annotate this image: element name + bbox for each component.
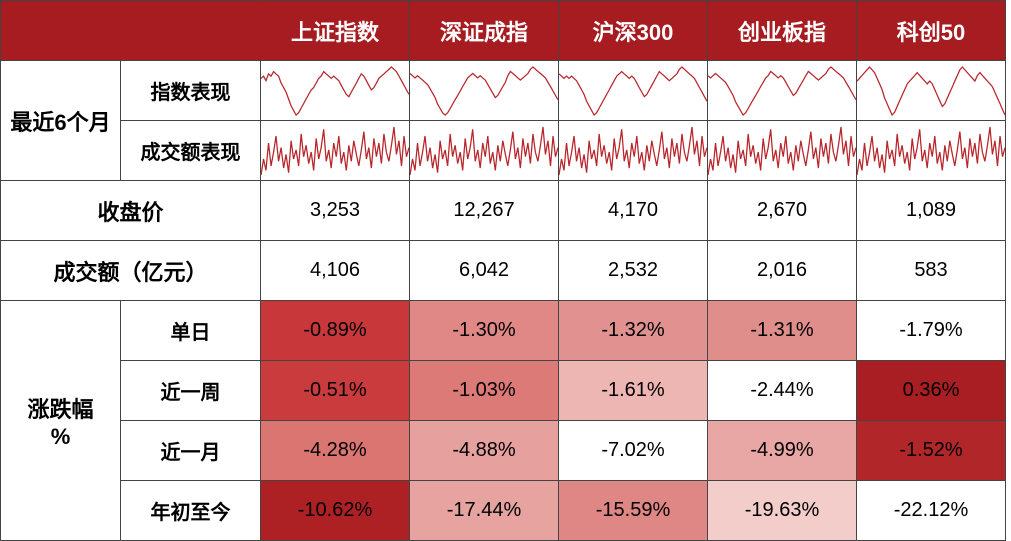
close-4: 1,089 xyxy=(857,181,1006,241)
label-close: 收盘价 xyxy=(1,181,261,241)
index-performance-table: 上证指数 深证成指 沪深300 创业板指 科创50 最近6个月 指数表现 成交额… xyxy=(0,0,1006,541)
close-3: 2,670 xyxy=(708,181,857,241)
pct-2-4: -1.52% xyxy=(857,421,1006,481)
close-2: 4,170 xyxy=(559,181,708,241)
close-1: 12,267 xyxy=(410,181,559,241)
spark-index-4 xyxy=(857,61,1006,121)
pct-3-2: -15.59% xyxy=(559,481,708,541)
header-index-4: 科创50 xyxy=(857,1,1006,61)
row-turnover-perf: 成交额表现 xyxy=(1,121,1006,181)
pct-1-0: -0.51% xyxy=(261,361,410,421)
pct-2-0: -4.28% xyxy=(261,421,410,481)
spark-index-2 xyxy=(559,61,708,121)
pct-1-3: -2.44% xyxy=(708,361,857,421)
label-period-0: 单日 xyxy=(121,301,261,361)
row-close: 收盘价 3,253 12,267 4,170 2,670 1,089 xyxy=(1,181,1006,241)
pct-0-0: -0.89% xyxy=(261,301,410,361)
pct-3-0: -10.62% xyxy=(261,481,410,541)
spark-turnover-0 xyxy=(261,121,410,181)
turnover-1: 6,042 xyxy=(410,241,559,301)
turnover-4: 583 xyxy=(857,241,1006,301)
pct-0-2: -1.32% xyxy=(559,301,708,361)
spark-turnover-3 xyxy=(708,121,857,181)
label-period-2: 近一月 xyxy=(121,421,261,481)
label-index-perf: 指数表现 xyxy=(121,61,261,121)
pct-2-1: -4.88% xyxy=(410,421,559,481)
row-pct-0: 涨跌幅 % 单日 -0.89% -1.30% -1.32% -1.31% -1.… xyxy=(1,301,1006,361)
pct-3-1: -17.44% xyxy=(410,481,559,541)
spark-turnover-1 xyxy=(410,121,559,181)
pct-1-2: -1.61% xyxy=(559,361,708,421)
pct-2-2: -7.02% xyxy=(559,421,708,481)
row-turnover: 成交额（亿元） 4,106 6,042 2,532 2,016 583 xyxy=(1,241,1006,301)
header-index-3: 创业板指 xyxy=(708,1,857,61)
spark-turnover-2 xyxy=(559,121,708,181)
header-blank xyxy=(1,1,261,61)
spark-index-3 xyxy=(708,61,857,121)
pct-1-4: 0.36% xyxy=(857,361,1006,421)
label-recent6m: 最近6个月 xyxy=(1,61,121,181)
pct-0-4: -1.79% xyxy=(857,301,1006,361)
header-index-1: 深证成指 xyxy=(410,1,559,61)
header-index-0: 上证指数 xyxy=(261,1,410,61)
header-index-2: 沪深300 xyxy=(559,1,708,61)
pct-3-4: -22.12% xyxy=(857,481,1006,541)
pct-3-3: -19.63% xyxy=(708,481,857,541)
spark-index-1 xyxy=(410,61,559,121)
pct-0-3: -1.31% xyxy=(708,301,857,361)
turnover-2: 2,532 xyxy=(559,241,708,301)
pct-2-3: -4.99% xyxy=(708,421,857,481)
close-0: 3,253 xyxy=(261,181,410,241)
row-pct-2: 近一月 -4.28% -4.88% -7.02% -4.99% -1.52% xyxy=(1,421,1006,481)
pct-1-1: -1.03% xyxy=(410,361,559,421)
row-pct-3: 年初至今 -10.62% -17.44% -15.59% -19.63% -22… xyxy=(1,481,1006,541)
spark-turnover-4 xyxy=(857,121,1006,181)
turnover-3: 2,016 xyxy=(708,241,857,301)
pct-0-1: -1.30% xyxy=(410,301,559,361)
turnover-0: 4,106 xyxy=(261,241,410,301)
label-period-3: 年初至今 xyxy=(121,481,261,541)
label-turnover: 成交额（亿元） xyxy=(1,241,261,301)
label-period-1: 近一周 xyxy=(121,361,261,421)
label-pct: 涨跌幅 % xyxy=(1,301,121,541)
row-pct-1: 近一周 -0.51% -1.03% -1.61% -2.44% 0.36% xyxy=(1,361,1006,421)
spark-index-0 xyxy=(261,61,410,121)
header-row: 上证指数 深证成指 沪深300 创业板指 科创50 xyxy=(1,1,1006,61)
row-index-perf: 最近6个月 指数表现 xyxy=(1,61,1006,121)
label-turnover-perf: 成交额表现 xyxy=(121,121,261,181)
